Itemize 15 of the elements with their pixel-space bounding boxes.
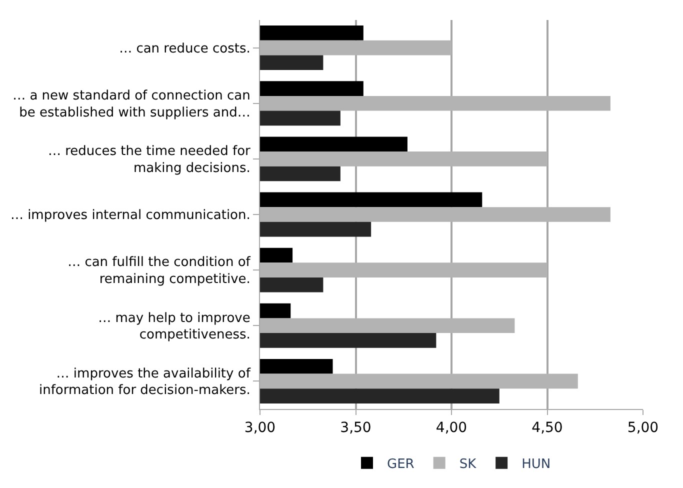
- y-tick-label: … can reduce costs.: [119, 41, 250, 56]
- x-tick-label: 4,50: [532, 420, 563, 436]
- legend-label: SK: [459, 456, 477, 472]
- y-tick-label: … may help to improve competitiveness.: [98, 310, 250, 343]
- y-tick-label: … can fulfill the condition of remaining competitive.: [68, 255, 251, 288]
- x-tick-label: 3,00: [244, 420, 276, 436]
- y-tick-label: … a new standard of connection can be established with suppliers and…: [12, 88, 250, 120]
- legend-label: GER: [387, 456, 414, 472]
- legend-label: HUN: [522, 456, 551, 472]
- y-tick-label: … improves the availability of information for decision-makers.: [39, 366, 251, 398]
- x-tick-label: 5,00: [627, 420, 659, 436]
- y-tick-label: … reduces the time needed for making decisions.: [48, 144, 252, 176]
- x-tick-label: 4,00: [436, 420, 468, 436]
- y-tick-label: … improves internal communication.: [10, 208, 250, 224]
- x-tick-label: 3,50: [340, 420, 372, 436]
